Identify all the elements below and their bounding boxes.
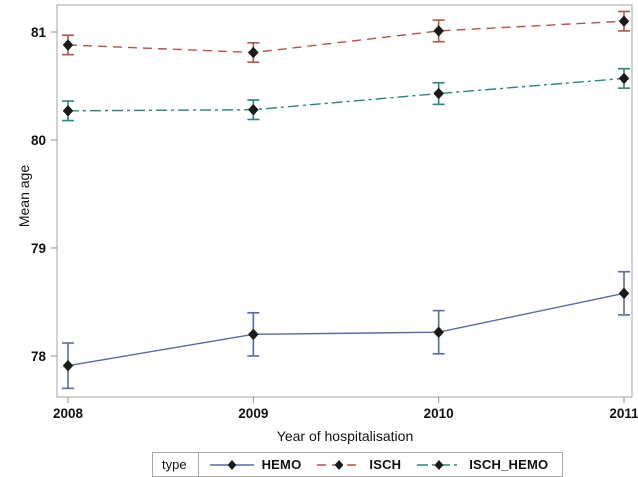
marker-diamond-isch_hemo — [62, 105, 74, 117]
marker-diamond-isch — [62, 39, 74, 51]
x-tick-label: 2009 — [238, 406, 268, 421]
marker-diamond-hemo — [248, 328, 259, 341]
marker-diamond-hemo — [433, 326, 444, 338]
marker-diamond-isch — [433, 25, 444, 37]
y-tick-label: 78 — [31, 349, 47, 364]
series-line-hemo — [67, 292, 625, 367]
legend-items: HEMO ISCH ISCH_HEMO — [199, 457, 563, 472]
legend-item-hemo: HEMO — [209, 457, 302, 472]
y-tick-label: 79 — [31, 241, 46, 256]
y-tick-label: 81 — [31, 25, 47, 40]
marker-diamond-hemo — [618, 287, 630, 300]
legend-swatch-isch-icon — [317, 459, 362, 470]
legend-title: type — [153, 453, 199, 476]
legend-item-isch: ISCH — [316, 457, 401, 472]
x-tick-label: 2010 — [424, 406, 454, 421]
legend-label: ISCH_HEMO — [469, 457, 549, 472]
marker-diamond-isch_hemo — [248, 104, 259, 116]
marker-diamond-isch_hemo — [618, 72, 630, 85]
plot-border — [56, 4, 633, 398]
series-line-isch — [67, 20, 625, 54]
x-axis-title: Year of hospitalisation — [276, 428, 414, 444]
x-tick-label: 2011 — [609, 406, 638, 421]
legend-swatch-hemo-icon — [209, 459, 254, 470]
legend-swatch-isch_hemo-icon — [417, 459, 462, 470]
x-tick-label: 2008 — [53, 406, 84, 421]
marker-diamond-isch — [618, 15, 630, 27]
legend-label: ISCH — [369, 457, 402, 472]
series-line-isch_hemo — [67, 77, 625, 112]
marker-diamond-hemo — [62, 359, 74, 372]
legend-label: HEMO — [261, 457, 302, 472]
legend: type HEMO ISCH ISCH_HEMO — [152, 452, 564, 477]
y-tick-label: 80 — [31, 133, 46, 148]
marker-diamond-isch_hemo — [433, 87, 444, 100]
legend-item-isch_hemo: ISCH_HEMO — [416, 457, 548, 472]
y-axis-title: Mean age — [16, 164, 32, 228]
marker-diamond-isch — [248, 46, 259, 59]
